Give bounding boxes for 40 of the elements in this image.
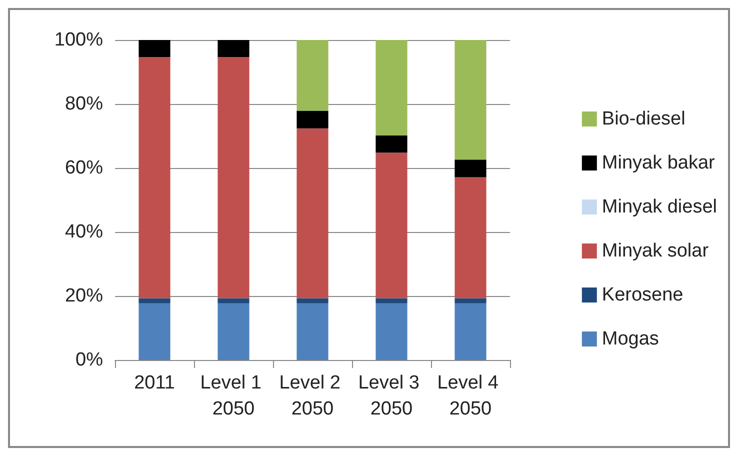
bar	[218, 303, 250, 360]
bar	[296, 298, 328, 304]
bar	[376, 152, 408, 298]
bar	[454, 303, 486, 360]
bar	[454, 298, 486, 304]
bar	[376, 135, 408, 153]
bar	[376, 40, 408, 136]
legend-label: Minyak solar	[602, 240, 710, 262]
y-tick-label: 60%	[64, 158, 104, 178]
bar	[296, 110, 328, 128]
bar	[138, 56, 170, 298]
legend-label: Mogas	[602, 328, 659, 350]
bar	[454, 177, 486, 298]
y-tick-label: 40%	[64, 222, 104, 242]
bar	[138, 40, 170, 57]
bar	[376, 298, 408, 304]
x-tick-label: Level 1 2050	[200, 372, 267, 420]
legend-label: Bio-diesel	[602, 108, 686, 130]
bar	[296, 128, 328, 298]
bar	[296, 303, 328, 360]
bar	[454, 40, 486, 160]
y-tick-label: 100%	[54, 30, 104, 50]
x-tick-label: Level 3 2050	[358, 372, 425, 420]
bar	[138, 298, 170, 304]
bar	[218, 56, 250, 298]
bar	[218, 298, 250, 304]
bar	[454, 160, 486, 178]
bar	[218, 40, 250, 57]
y-tick-label: 20%	[64, 286, 104, 306]
y-tick-label: 80%	[64, 94, 104, 114]
bar	[376, 303, 408, 360]
legend-label: Minyak bakar	[602, 152, 716, 174]
x-tick-label: Level 4 2050	[437, 372, 504, 420]
x-tick-label: Level 2 2050	[279, 372, 346, 420]
legend-label: Minyak diesel	[602, 196, 718, 218]
bar	[138, 303, 170, 360]
legend-label: Kerosene	[602, 284, 684, 306]
bar	[296, 40, 328, 111]
x-tick-label: 2011	[134, 372, 175, 394]
y-tick-label: 0%	[76, 350, 104, 370]
